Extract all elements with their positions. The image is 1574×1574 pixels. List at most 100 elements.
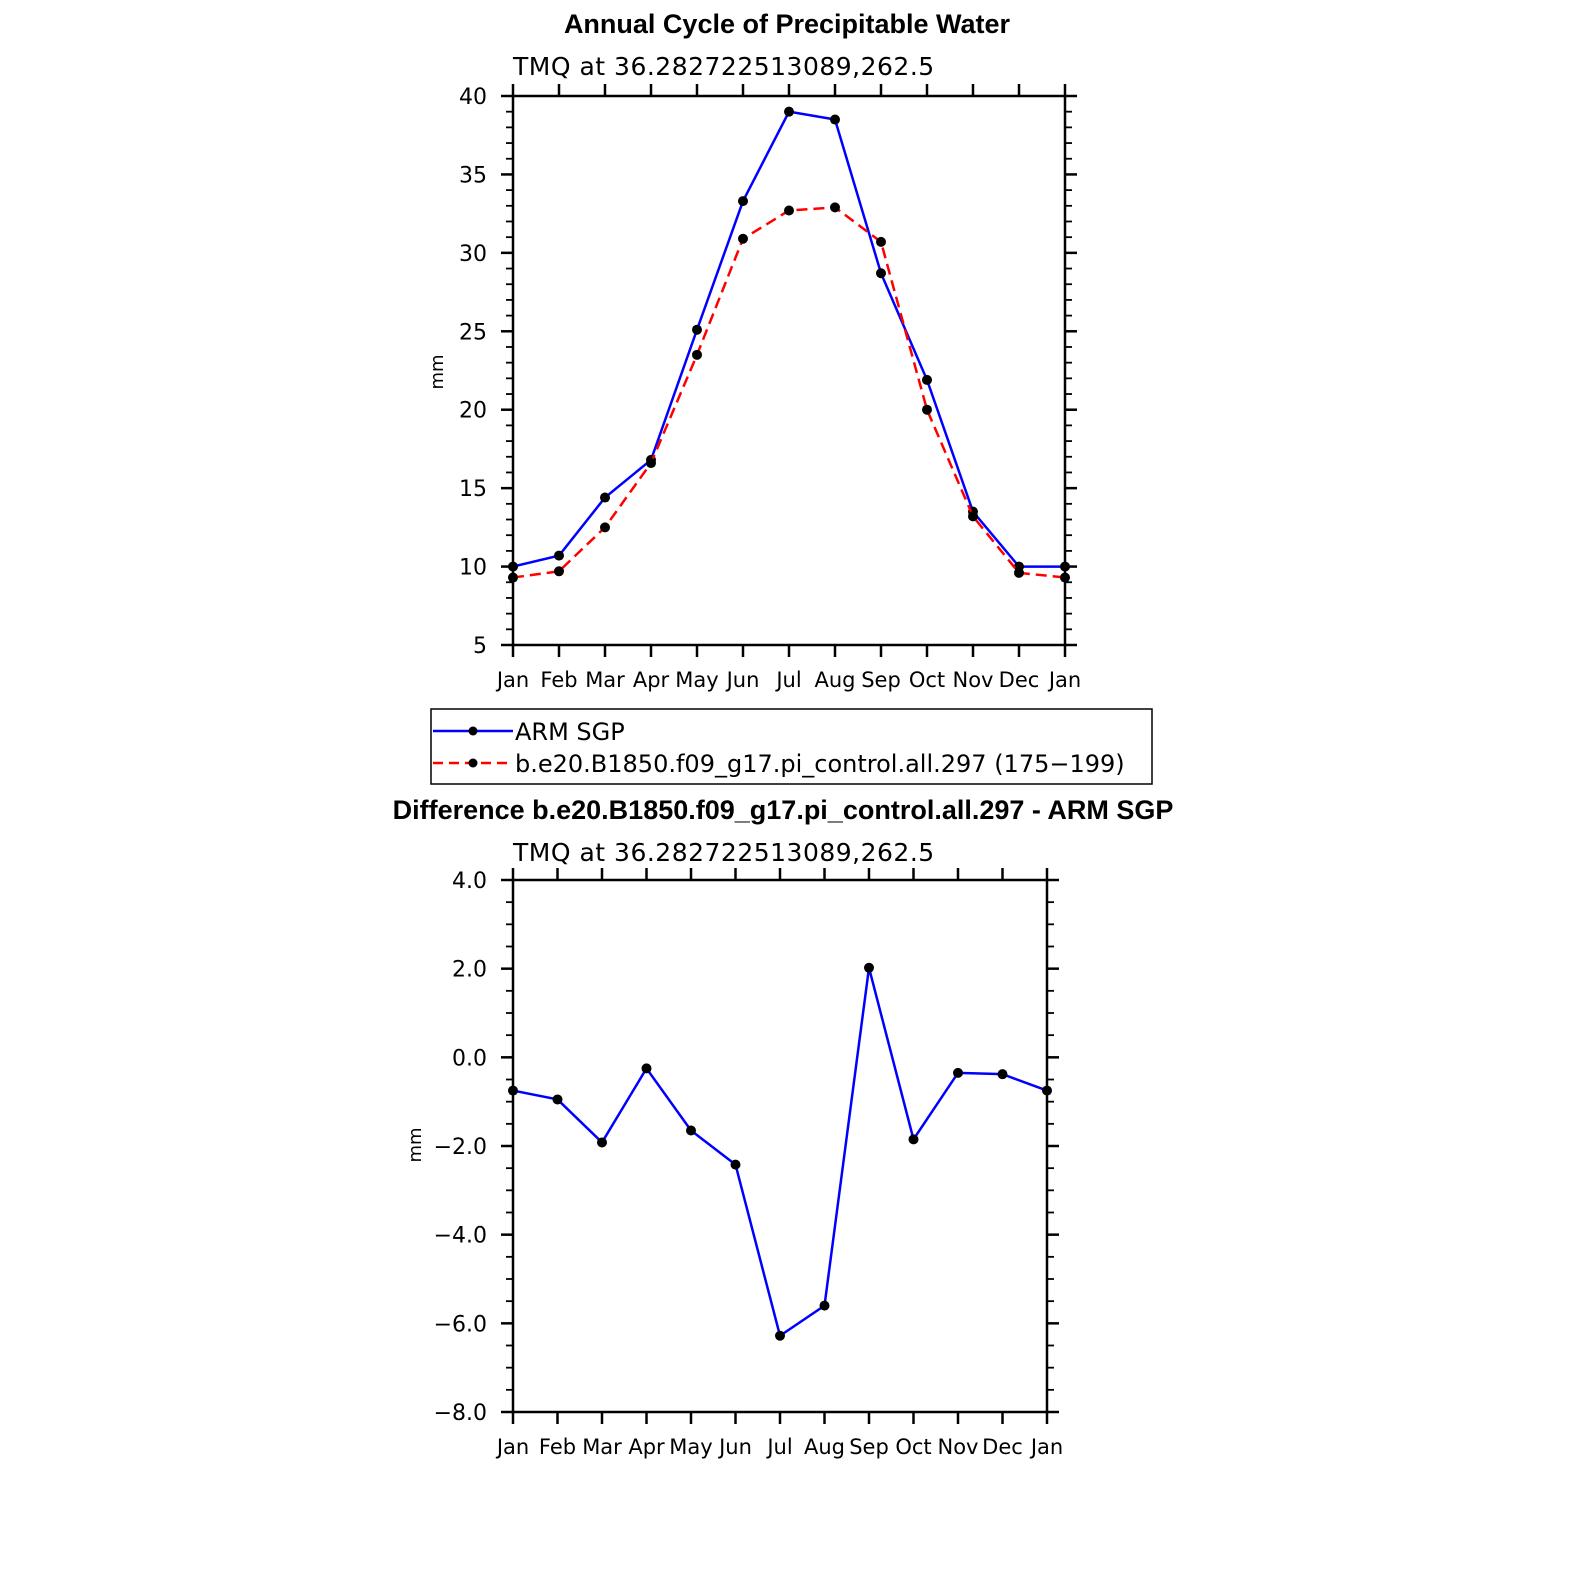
legend-marker-model xyxy=(468,758,478,768)
data-point xyxy=(953,1067,963,1078)
data-point xyxy=(1042,1085,1052,1096)
data-point xyxy=(819,1300,830,1311)
y-tick-label: −8.0 xyxy=(434,1401,487,1426)
data-point xyxy=(552,1094,563,1105)
x-tick-label: Aug xyxy=(814,668,855,692)
x-tick-labels: Jan Feb Mar Apr May Jun Jul Aug Sep Oct Nov Dec Jan xyxy=(495,668,1081,692)
chart-title: Annual Cycle of Precipitable Water xyxy=(564,9,1011,39)
y-tick-label: 4.0 xyxy=(452,869,487,894)
y-axis-label: mm xyxy=(405,1127,426,1162)
data-point xyxy=(876,268,886,279)
x-tick-label: May xyxy=(669,1435,712,1459)
y-tick-labels: −8.0 −6.0 −4.0 −2.0 0.0 2.0 4.0 xyxy=(434,869,487,1426)
data-point xyxy=(554,566,564,577)
x-tick-label: Mar xyxy=(585,668,625,692)
difference-chart: Difference b.e20.B1850.f09_g17.pi_contro… xyxy=(393,795,1174,1459)
data-point xyxy=(600,522,610,533)
data-point xyxy=(1060,572,1070,583)
y-tick-label: 2.0 xyxy=(452,958,487,983)
x-tick-labels: Jan Feb Mar Apr May Jun Jul Aug Sep Oct Nov Dec Jan xyxy=(495,1435,1063,1459)
y-tick-label: −6.0 xyxy=(434,1312,487,1337)
x-tick-label: Nov xyxy=(938,1435,979,1459)
x-tick-label: Jul xyxy=(774,668,801,692)
data-point xyxy=(864,962,874,973)
data-point xyxy=(686,1125,696,1136)
x-tick-label: Dec xyxy=(982,1435,1023,1459)
legend-box xyxy=(430,708,1153,785)
y-tick-label: 5 xyxy=(473,634,487,659)
x-tick-label: Sep xyxy=(861,668,901,692)
x-tick-label: Dec xyxy=(999,668,1040,692)
data-point xyxy=(738,196,748,207)
series-group xyxy=(508,962,1052,1341)
x-tick-label: Jun xyxy=(717,1435,752,1459)
axis-ticks xyxy=(501,868,1059,1424)
data-point xyxy=(830,202,840,213)
y-tick-label: −2.0 xyxy=(434,1135,487,1160)
data-point xyxy=(508,1085,518,1096)
chart-title: Difference b.e20.B1850.f09_g17.pi_contro… xyxy=(393,795,1174,825)
x-tick-label: Mar xyxy=(582,1435,622,1459)
data-point xyxy=(1014,567,1024,578)
y-tick-label: 20 xyxy=(459,399,487,424)
data-point xyxy=(641,1063,652,1074)
chart-subtitle: TMQ at 36.282722513089,262.5 xyxy=(512,838,935,867)
data-point xyxy=(597,1137,607,1148)
x-tick-label: Jan xyxy=(1047,668,1081,692)
data-point xyxy=(968,511,978,522)
y-tick-label: 30 xyxy=(459,242,487,267)
x-tick-label: Oct xyxy=(909,668,945,692)
annual-cycle-chart: Annual Cycle of Precipitable Water TMQ a… xyxy=(427,9,1153,785)
data-point xyxy=(600,492,610,503)
y-tick-label: 15 xyxy=(459,477,487,502)
data-point xyxy=(784,106,794,117)
data-point xyxy=(508,572,518,583)
x-tick-label: Nov xyxy=(953,668,994,692)
x-tick-label: Oct xyxy=(895,1435,931,1459)
legend: ARM SGP b.e20.B1850.f09_g17.pi_control.a… xyxy=(430,708,1153,785)
series-group xyxy=(508,106,1070,583)
y-axis-label: mm xyxy=(427,354,448,389)
y-tick-labels: 5 10 15 20 25 30 35 40 xyxy=(459,85,487,659)
x-tick-label: Apr xyxy=(628,1435,665,1459)
data-point xyxy=(784,205,794,216)
data-point xyxy=(922,374,932,385)
legend-label-arm: ARM SGP xyxy=(515,718,625,746)
x-tick-label: Jun xyxy=(725,668,760,692)
data-point xyxy=(922,404,932,415)
data-point xyxy=(830,114,840,125)
y-tick-label: 35 xyxy=(459,163,487,188)
data-point xyxy=(692,349,702,360)
legend-marker-arm xyxy=(468,726,478,736)
y-tick-label: 10 xyxy=(459,556,487,581)
x-tick-label: Jan xyxy=(495,1435,529,1459)
data-point xyxy=(508,561,518,572)
series-line-0 xyxy=(512,967,1048,1338)
data-point xyxy=(738,233,748,244)
x-tick-label: Jan xyxy=(495,668,529,692)
axis-ticks xyxy=(501,84,1077,657)
data-point xyxy=(730,1159,741,1170)
y-tick-label: 25 xyxy=(459,320,487,345)
x-tick-label: Jan xyxy=(1029,1435,1063,1459)
y-tick-label: −4.0 xyxy=(434,1224,487,1249)
data-point xyxy=(775,1330,785,1341)
plot-frame xyxy=(511,94,1067,647)
series-line-0 xyxy=(512,110,1065,568)
data-point xyxy=(1060,561,1070,572)
legend-label-model: b.e20.B1850.f09_g17.pi_control.all.297 (… xyxy=(515,750,1125,778)
y-tick-label: 40 xyxy=(459,85,487,110)
x-tick-label: Feb xyxy=(539,1435,576,1459)
data-point xyxy=(997,1069,1008,1080)
data-point xyxy=(908,1134,919,1145)
x-tick-label: May xyxy=(675,668,718,692)
x-tick-label: Sep xyxy=(849,1435,889,1459)
data-point xyxy=(876,236,886,247)
chart-subtitle: TMQ at 36.282722513089,262.5 xyxy=(512,52,935,81)
data-point xyxy=(692,324,702,335)
y-tick-label: 0.0 xyxy=(452,1046,487,1071)
x-tick-label: Jul xyxy=(765,1435,792,1459)
x-tick-label: Apr xyxy=(633,668,670,692)
data-point xyxy=(554,550,564,561)
